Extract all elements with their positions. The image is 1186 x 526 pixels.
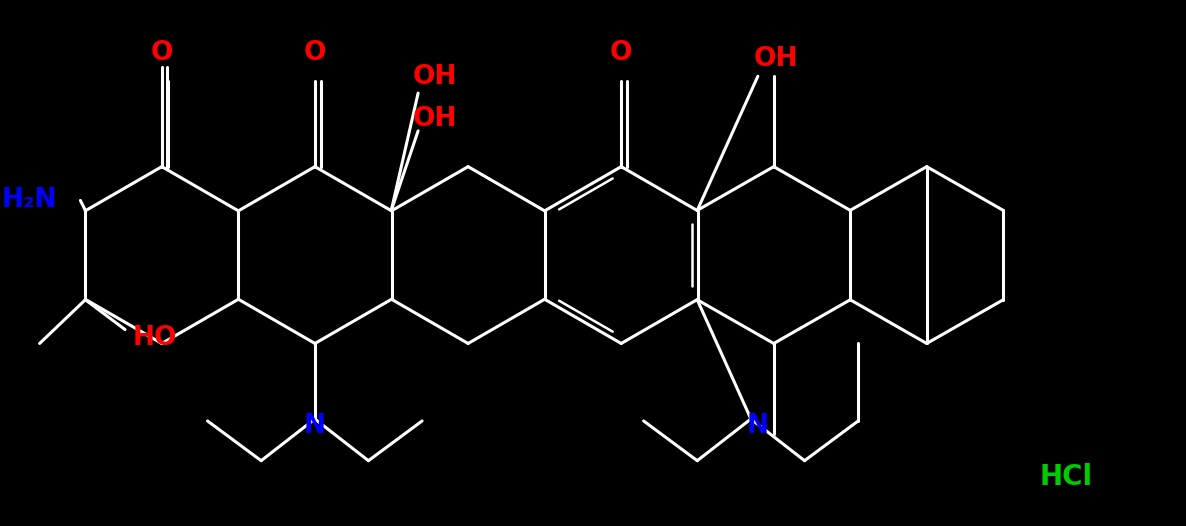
Text: HCl: HCl	[1039, 462, 1092, 491]
Text: O: O	[151, 41, 173, 66]
Text: N: N	[304, 413, 326, 439]
Text: HO: HO	[133, 325, 177, 350]
Text: OH: OH	[413, 64, 458, 90]
Text: OH: OH	[753, 46, 798, 73]
Text: H₂N: H₂N	[2, 187, 57, 214]
Text: N: N	[747, 413, 769, 439]
Text: O: O	[304, 41, 326, 66]
Text: OH: OH	[413, 106, 458, 132]
Text: O: O	[610, 41, 632, 66]
